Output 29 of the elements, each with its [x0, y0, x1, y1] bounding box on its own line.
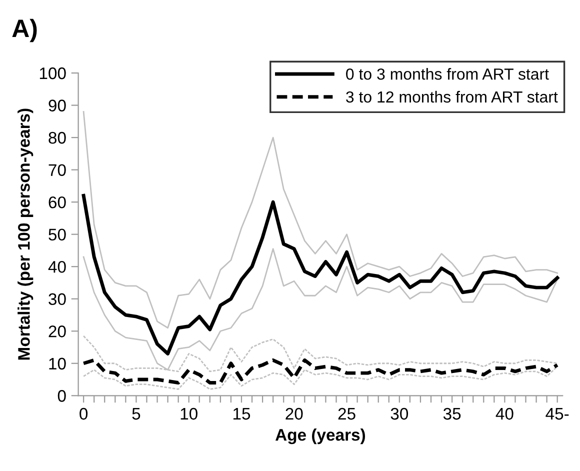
y-axis-title: Mortality (per 100 person-years)	[18, 108, 34, 360]
y-tick-label: 80	[48, 132, 66, 144]
y-tick-label: 100	[40, 67, 66, 80]
y-tick-label: 10	[49, 358, 66, 370]
y-tick-label: 30	[48, 293, 66, 306]
x-tick-label: 10	[180, 408, 198, 420]
x-tick-label: 35	[443, 408, 461, 420]
y-tick-label: 70	[48, 164, 66, 176]
y-tick-label: 50	[48, 228, 66, 241]
x-tick-label: 5	[132, 408, 140, 420]
y-tick-label: 40	[48, 260, 66, 273]
x-tick-label: 0	[80, 408, 88, 420]
x-tick-label: 20	[286, 408, 303, 420]
y-tick-label: 60	[48, 196, 66, 208]
x-tick-label: 40	[496, 408, 514, 420]
y-tick-label: 20	[48, 326, 66, 338]
y-tick-label: 0	[58, 390, 66, 402]
x-tick-label: 30	[390, 408, 408, 420]
x-tick-label: 45-	[546, 408, 569, 420]
line-series	[82, 194, 560, 356]
line-series	[82, 111, 558, 329]
x-tick-label: 25	[338, 408, 356, 420]
x-tick-label: 15	[233, 408, 250, 420]
line-series	[82, 358, 560, 384]
legend-label: 0 to 3 months from ART start	[346, 68, 549, 80]
x-axis-title: Age (years)	[275, 428, 366, 444]
legend-label: 3 to 12 months from ART start	[346, 90, 558, 103]
chart-title: A)	[12, 18, 37, 42]
y-tick-label: 90	[48, 100, 66, 112]
